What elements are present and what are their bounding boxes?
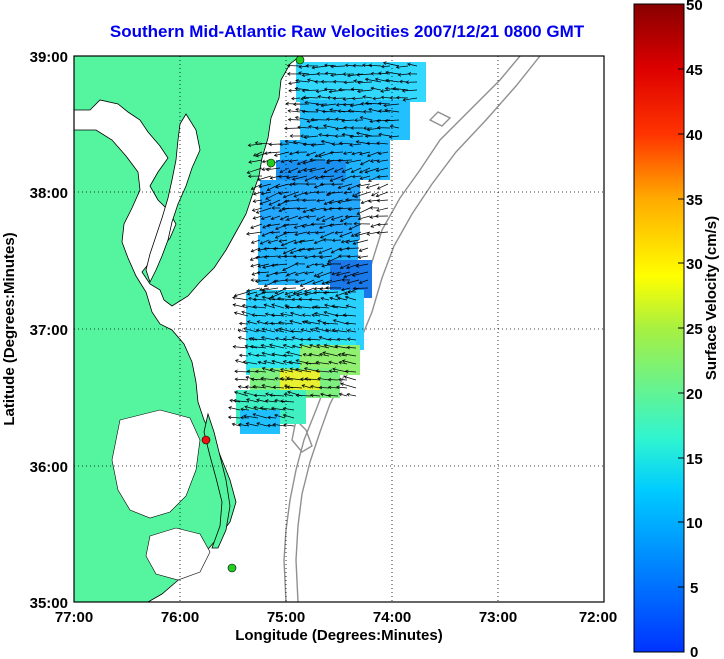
colorbar-tick-label: 45: [686, 62, 703, 79]
x-tick-label: 77:00: [55, 609, 93, 626]
colorbar-tick-label: 5: [690, 580, 698, 597]
x-tick-label: 76:00: [161, 609, 199, 626]
colorbar-tick-label: 50: [686, 0, 703, 14]
y-tick-label: 37:00: [30, 322, 68, 339]
y-tick-label: 35:00: [30, 595, 68, 612]
sound-water: [111, 409, 201, 519]
colorbar-tick-label: 20: [686, 386, 703, 403]
plot-frame: [73, 55, 605, 603]
sound-water: [145, 527, 211, 581]
chesapeake-bay: [145, 113, 201, 284]
colorbar-tick-label: 0: [690, 644, 698, 659]
colorbar-tick-label: 25: [686, 321, 703, 338]
y-tick-label: 36:00: [30, 459, 68, 476]
x-tick-label: 75:00: [267, 609, 305, 626]
x-axis-label: Longitude (Degrees:Minutes): [235, 627, 443, 644]
colorbar-tick-label: 10: [686, 515, 703, 532]
colorbar-tick-label: 30: [686, 256, 703, 273]
radar-station-marker: [201, 435, 211, 445]
colorbar-tick-label: 40: [686, 127, 703, 144]
x-tick-label: 72:00: [579, 609, 617, 626]
radar-station-marker: [266, 158, 276, 168]
velocity-vectors: [227, 61, 418, 428]
colorbar-tick-label: 15: [686, 451, 703, 468]
barrier-island: [203, 412, 231, 549]
map-title: Southern Mid-Atlantic Raw Velocities 200…: [109, 22, 585, 41]
radar-station-marker: [227, 563, 237, 573]
colorbar-ticks: [678, 68, 684, 588]
x-tick-label: 73:00: [479, 609, 517, 626]
x-tick-label: 74:00: [373, 609, 411, 626]
colorbar-tick-label: 35: [686, 192, 703, 209]
colorbar-label: Surface Velocity (cm/s): [703, 216, 720, 380]
y-axis-label: Latitude (Degrees:Minutes): [1, 232, 18, 425]
colorbar: [633, 3, 685, 653]
y-tick-label: 39:00: [30, 49, 68, 66]
y-tick-label: 38:00: [30, 185, 68, 202]
grid-lines: [74, 56, 604, 602]
radar-station-marker: [295, 56, 305, 65]
